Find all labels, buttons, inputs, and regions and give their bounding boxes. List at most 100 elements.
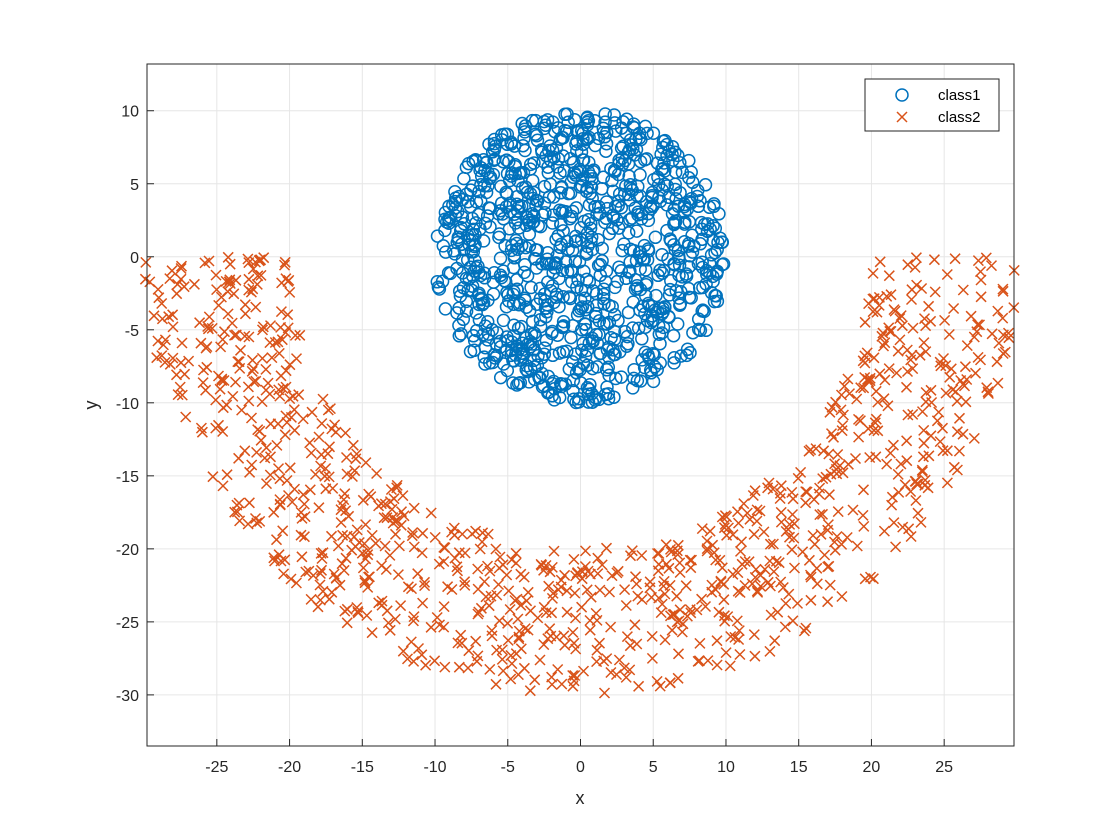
point-class2 (741, 507, 753, 519)
point-class1 (522, 227, 537, 242)
point-class2 (247, 363, 259, 375)
point-class2 (266, 352, 278, 364)
point-class1 (550, 160, 565, 174)
point-class1 (652, 301, 667, 316)
point-class2 (244, 466, 256, 478)
point-class2 (724, 660, 736, 672)
point-class2 (980, 252, 992, 264)
point-class2 (950, 386, 962, 398)
point-class2 (624, 664, 636, 676)
point-class2 (902, 409, 914, 421)
point-class1 (511, 321, 526, 335)
point-class2 (178, 281, 190, 293)
point-class1 (602, 226, 617, 241)
point-class1 (547, 295, 561, 310)
y-tick-label: -20 (116, 542, 139, 559)
point-class2 (513, 633, 525, 645)
point-class2 (206, 322, 218, 334)
point-class2 (494, 551, 506, 563)
point-class1 (568, 347, 583, 361)
point-class1 (624, 138, 639, 152)
point-class2 (334, 579, 346, 591)
point-class1 (573, 293, 588, 308)
point-class2 (296, 551, 308, 563)
point-class1 (668, 165, 683, 179)
point-class1 (448, 247, 462, 261)
point-class2 (229, 376, 242, 388)
point-class1 (537, 347, 552, 361)
point-class2 (944, 371, 956, 383)
point-class2 (664, 579, 676, 591)
point-class2 (754, 505, 766, 517)
point-class2 (300, 566, 312, 578)
point-class2 (385, 483, 397, 496)
point-class2 (791, 597, 804, 609)
point-class2 (284, 393, 296, 405)
point-class2 (212, 419, 225, 431)
point-class2 (711, 659, 723, 671)
point-class2 (384, 624, 396, 636)
point-class1 (660, 198, 674, 212)
point-class1 (679, 348, 694, 363)
point-class2 (902, 259, 914, 271)
point-class2 (817, 473, 829, 485)
point-class2 (339, 427, 352, 439)
point-class2 (749, 571, 761, 583)
point-class2 (315, 564, 328, 576)
point-class1 (530, 133, 545, 148)
point-class2 (663, 562, 675, 574)
point-class1 (684, 196, 698, 210)
point-class2 (391, 479, 403, 491)
point-class2 (433, 619, 446, 631)
point-class2 (433, 558, 445, 570)
point-class1 (533, 219, 548, 234)
point-class2 (250, 375, 262, 387)
point-class2 (883, 270, 895, 282)
point-class2 (486, 624, 498, 637)
point-class2 (749, 650, 761, 662)
point-class2 (664, 543, 677, 555)
point-class1 (478, 357, 492, 371)
point-class2 (217, 425, 229, 438)
point-class1 (523, 340, 538, 354)
point-class2 (786, 508, 799, 521)
point-class2 (260, 384, 272, 396)
point-class1 (501, 287, 515, 302)
point-class2 (699, 600, 712, 613)
point-class2 (831, 530, 843, 543)
point-class2 (555, 581, 567, 593)
point-class2 (222, 308, 234, 320)
point-class1 (580, 111, 594, 126)
point-class2 (755, 580, 767, 592)
point-class2 (651, 547, 664, 560)
point-class1 (635, 353, 649, 367)
point-class1 (481, 327, 496, 341)
point-class2 (786, 544, 798, 556)
point-class1 (668, 214, 682, 229)
point-class2 (452, 637, 464, 649)
point-class1 (677, 197, 692, 212)
y-tick-label: -25 (116, 615, 139, 632)
point-class2 (324, 403, 336, 415)
point-class2 (584, 568, 596, 580)
point-class2 (459, 547, 471, 559)
point-class2 (905, 354, 917, 366)
point-class2 (174, 381, 186, 393)
point-class1 (680, 342, 695, 357)
point-class1 (479, 155, 494, 169)
point-class2 (202, 323, 214, 335)
point-class2 (542, 633, 554, 645)
point-class2 (940, 387, 952, 399)
point-class2 (234, 515, 246, 527)
point-class1 (581, 165, 596, 179)
point-class2 (306, 406, 318, 418)
point-class2 (931, 415, 943, 427)
point-class2 (769, 635, 781, 647)
point-class2 (459, 576, 471, 588)
data-points (139, 107, 1020, 699)
point-class2 (734, 648, 746, 661)
point-class2 (940, 360, 952, 372)
point-class2 (748, 629, 760, 641)
point-class2 (346, 470, 358, 483)
point-class1 (588, 114, 602, 128)
